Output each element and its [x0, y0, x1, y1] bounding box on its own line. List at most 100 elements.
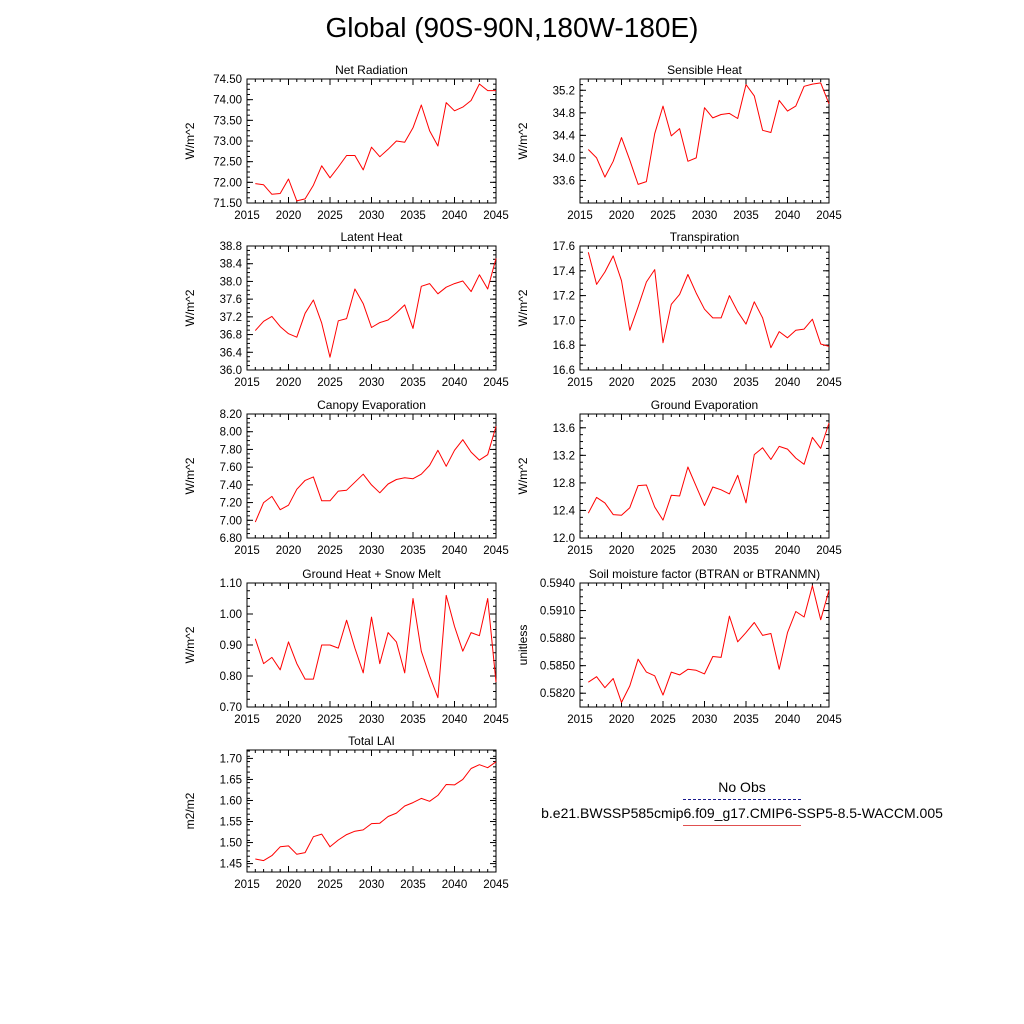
- ground-evaporation-plot-frame: [579, 413, 830, 539]
- ground-evaporation-x-tick-label: 2015: [567, 545, 593, 557]
- transpiration-plot-frame: [579, 245, 830, 371]
- sensible-heat-series-line: [587, 82, 830, 185]
- latent-heat-y-tick-label: 36.4: [220, 347, 243, 359]
- total-lai-x-tick-label: 2045: [483, 879, 509, 891]
- soil-moisture-factor-btran-or-btranmn-x-tick-label: 2040: [775, 714, 801, 726]
- ground-evaporation-x-tick-label: 2040: [775, 545, 801, 557]
- canopy-evaporation-x-tick-label: 2035: [400, 545, 426, 557]
- transpiration-y-tick-label: 17.2: [553, 291, 575, 303]
- net-radiation-x-tick-label: 2030: [359, 210, 385, 222]
- canopy-evaporation-series-line: [254, 426, 497, 523]
- ground-evaporation-y-tick-label: 13.2: [553, 450, 575, 462]
- canopy-evaporation-y-tick-label: 7.20: [220, 498, 242, 510]
- canopy-evaporation-x-tick-label: 2020: [276, 545, 302, 557]
- sensible-heat-y-tick-label: 33.6: [553, 175, 575, 187]
- sensible-heat-x-tick-label: 2025: [650, 210, 676, 222]
- canopy-evaporation-x-tick-label: 2045: [483, 545, 509, 557]
- soil-moisture-factor-btran-or-btranmn-x-tick-label: 2025: [650, 714, 676, 726]
- sensible-heat-y-axis-label: W/m^2: [516, 122, 530, 159]
- canopy-evaporation-y-tick-label: 7.80: [220, 444, 242, 456]
- ground-heat-snow-melt-x-tick-label: 2030: [359, 714, 385, 726]
- latent-heat-y-tick-label: 36.8: [220, 330, 242, 342]
- legend-obs-label: No Obs: [718, 779, 766, 795]
- ground-evaporation-panel-title: Ground Evaporation: [651, 398, 758, 412]
- soil-moisture-factor-btran-or-btranmn-y-tick-label: 0.5880: [540, 633, 575, 645]
- transpiration-series-line: [587, 252, 830, 349]
- total-lai-x-tick-label: 2035: [400, 879, 426, 891]
- net-radiation-y-tick-label: 74.00: [213, 95, 242, 107]
- canopy-evaporation-y-tick-label: 8.20: [220, 409, 242, 421]
- sensible-heat-plot-frame: [579, 78, 830, 204]
- net-radiation-y-axis-label: W/m^2: [183, 122, 197, 159]
- soil-moisture-factor-btran-or-btranmn-plot-frame: [579, 582, 830, 708]
- canopy-evaporation-x-tick-label: 2040: [442, 545, 468, 557]
- latent-heat-x-tick-label: 2045: [483, 377, 509, 389]
- transpiration-x-tick-label: 2040: [775, 377, 801, 389]
- ground-evaporation-y-tick-label: 13.6: [553, 423, 575, 435]
- transpiration-y-tick-label: 16.8: [553, 340, 575, 352]
- canopy-evaporation-panel-title: Canopy Evaporation: [317, 398, 426, 412]
- transpiration-x-tick-label: 2045: [816, 377, 842, 389]
- soil-moisture-factor-btran-or-btranmn-x-tick-label: 2020: [609, 714, 635, 726]
- ground-heat-snow-melt-panel-title: Ground Heat + Snow Melt: [302, 567, 441, 581]
- sensible-heat-x-tick-label: 2040: [775, 210, 801, 222]
- transpiration-y-tick-label: 17.0: [553, 315, 575, 327]
- transpiration-x-tick-label: 2030: [692, 377, 718, 389]
- soil-moisture-factor-btran-or-btranmn-y-tick-label: 0.5820: [540, 688, 575, 700]
- ground-evaporation-y-axis-label: W/m^2: [516, 457, 530, 494]
- ground-heat-snow-melt-x-tick-label: 2020: [276, 714, 302, 726]
- total-lai-y-tick-label: 1.55: [220, 817, 242, 829]
- transpiration-x-tick-label: 2025: [650, 377, 676, 389]
- total-lai-x-tick-label: 2030: [359, 879, 385, 891]
- net-radiation-x-tick-label: 2040: [442, 210, 468, 222]
- net-radiation-y-tick-label: 73.00: [213, 136, 242, 148]
- soil-moisture-factor-btran-or-btranmn-y-axis-label: unitless: [516, 625, 530, 666]
- transpiration-x-tick-label: 2020: [609, 377, 635, 389]
- canopy-evaporation-y-tick-label: 8.00: [220, 427, 242, 439]
- soil-moisture-factor-btran-or-btranmn-panel-title: Soil moisture factor (BTRAN or BTRANMN): [589, 567, 820, 581]
- ground-evaporation-x-tick-label: 2045: [816, 545, 842, 557]
- transpiration-x-tick-label: 2015: [567, 377, 593, 389]
- ground-heat-snow-melt-y-tick-label: 0.70: [220, 702, 242, 714]
- latent-heat-x-tick-label: 2025: [317, 377, 343, 389]
- ground-heat-snow-melt-y-tick-label: 1.10: [220, 578, 242, 590]
- ground-heat-snow-melt-y-tick-label: 1.00: [220, 609, 242, 621]
- ground-heat-snow-melt-series-line: [254, 594, 497, 699]
- transpiration-panel-title: Transpiration: [670, 230, 740, 244]
- sensible-heat-y-tick-label: 34.4: [553, 130, 576, 142]
- soil-moisture-factor-btran-or-btranmn-series-line: [588, 585, 830, 703]
- ground-evaporation-series-line: [587, 422, 830, 521]
- net-radiation-y-tick-label: 72.00: [213, 177, 242, 189]
- canopy-evaporation-x-tick-label: 2025: [317, 545, 343, 557]
- canopy-evaporation-y-tick-label: 7.60: [220, 462, 242, 474]
- net-radiation-x-tick-label: 2035: [400, 210, 426, 222]
- net-radiation-y-tick-label: 72.50: [213, 157, 242, 169]
- ground-evaporation-x-tick-label: 2030: [692, 545, 718, 557]
- ground-heat-snow-melt-x-tick-label: 2015: [234, 714, 260, 726]
- soil-moisture-factor-btran-or-btranmn-x-tick-label: 2035: [733, 714, 759, 726]
- ground-heat-snow-melt-x-tick-label: 2045: [483, 714, 509, 726]
- ground-evaporation-x-tick-label: 2035: [733, 545, 759, 557]
- total-lai-y-tick-label: 1.65: [220, 774, 242, 786]
- latent-heat-panel-title: Latent Heat: [340, 230, 403, 244]
- ground-heat-snow-melt-y-tick-label: 0.80: [220, 671, 242, 683]
- latent-heat-y-axis-label: W/m^2: [183, 289, 197, 326]
- canopy-evaporation-y-tick-label: 7.00: [220, 515, 242, 527]
- ground-heat-snow-melt-x-tick-label: 2025: [317, 714, 343, 726]
- latent-heat-x-tick-label: 2040: [442, 377, 468, 389]
- total-lai-x-tick-label: 2040: [442, 879, 468, 891]
- net-radiation-y-tick-label: 71.50: [213, 198, 242, 210]
- canopy-evaporation-plot-frame: [246, 413, 497, 539]
- total-lai-y-tick-label: 1.45: [220, 859, 242, 871]
- latent-heat-x-tick-label: 2035: [400, 377, 426, 389]
- total-lai-series-line: [255, 761, 497, 862]
- soil-moisture-factor-btran-or-btranmn-x-tick-label: 2030: [692, 714, 718, 726]
- net-radiation-x-tick-label: 2025: [317, 210, 343, 222]
- ground-heat-snow-melt-x-tick-label: 2040: [442, 714, 468, 726]
- canopy-evaporation-y-axis-label: W/m^2: [183, 457, 197, 494]
- soil-moisture-factor-btran-or-btranmn-x-tick-label: 2015: [567, 714, 593, 726]
- total-lai-y-tick-label: 1.60: [220, 795, 242, 807]
- sensible-heat-panel-title: Sensible Heat: [667, 63, 742, 77]
- total-lai-panel-title: Total LAI: [348, 734, 395, 748]
